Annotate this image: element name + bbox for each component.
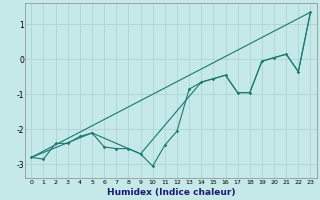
X-axis label: Humidex (Indice chaleur): Humidex (Indice chaleur) bbox=[107, 188, 235, 197]
